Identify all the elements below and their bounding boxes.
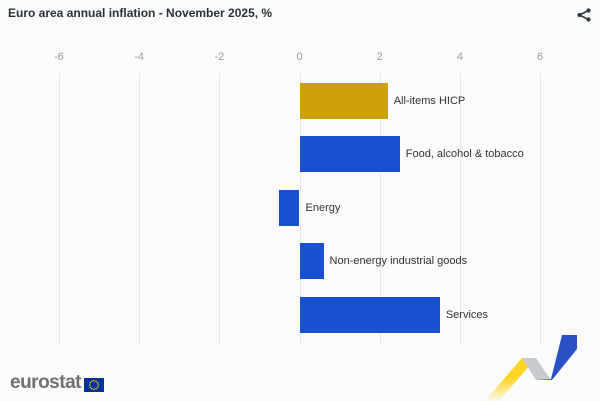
gridline (219, 73, 221, 345)
line-chart-motif (478, 335, 600, 401)
eu-flag-icon (83, 377, 104, 392)
x-axis-tick-label: -2 (214, 51, 225, 63)
share-icon[interactable] (575, 6, 593, 24)
gridline (299, 73, 301, 345)
x-axis-tick-label: 2 (376, 51, 383, 63)
bar[interactable] (279, 189, 300, 226)
bar[interactable] (299, 136, 400, 172)
motif-blue-stroke-fill (551, 335, 577, 379)
bar[interactable] (299, 296, 440, 333)
gridline (379, 73, 381, 345)
gridline (58, 73, 60, 345)
eurostat-logo[interactable]: eurostat (10, 372, 104, 394)
motif-gray-stroke (522, 358, 550, 380)
bar[interactable] (299, 243, 324, 279)
x-axis-tick-label: -4 (134, 51, 144, 63)
x-axis-tick-label: 4 (456, 51, 463, 63)
eurostat-logo-text: eurostat (10, 372, 81, 393)
x-axis-tick-label: -6 (54, 51, 64, 63)
bar[interactable] (299, 82, 388, 119)
bar-label: Food, alcohol & tobacco (405, 148, 524, 160)
x-axis-tick-label: 6 (537, 51, 544, 63)
bar-label: Energy (305, 201, 341, 214)
bar-label: All-items HICP (393, 94, 466, 107)
page-title: Euro area annual inflation - November 20… (8, 6, 273, 20)
x-axis-tick-label: 0 (296, 51, 303, 63)
gridline (459, 73, 461, 345)
bar-label: Services (445, 308, 489, 321)
bar-label: Non-energy industrial goods (329, 255, 468, 267)
gridline (139, 73, 141, 345)
gridline (540, 73, 542, 345)
